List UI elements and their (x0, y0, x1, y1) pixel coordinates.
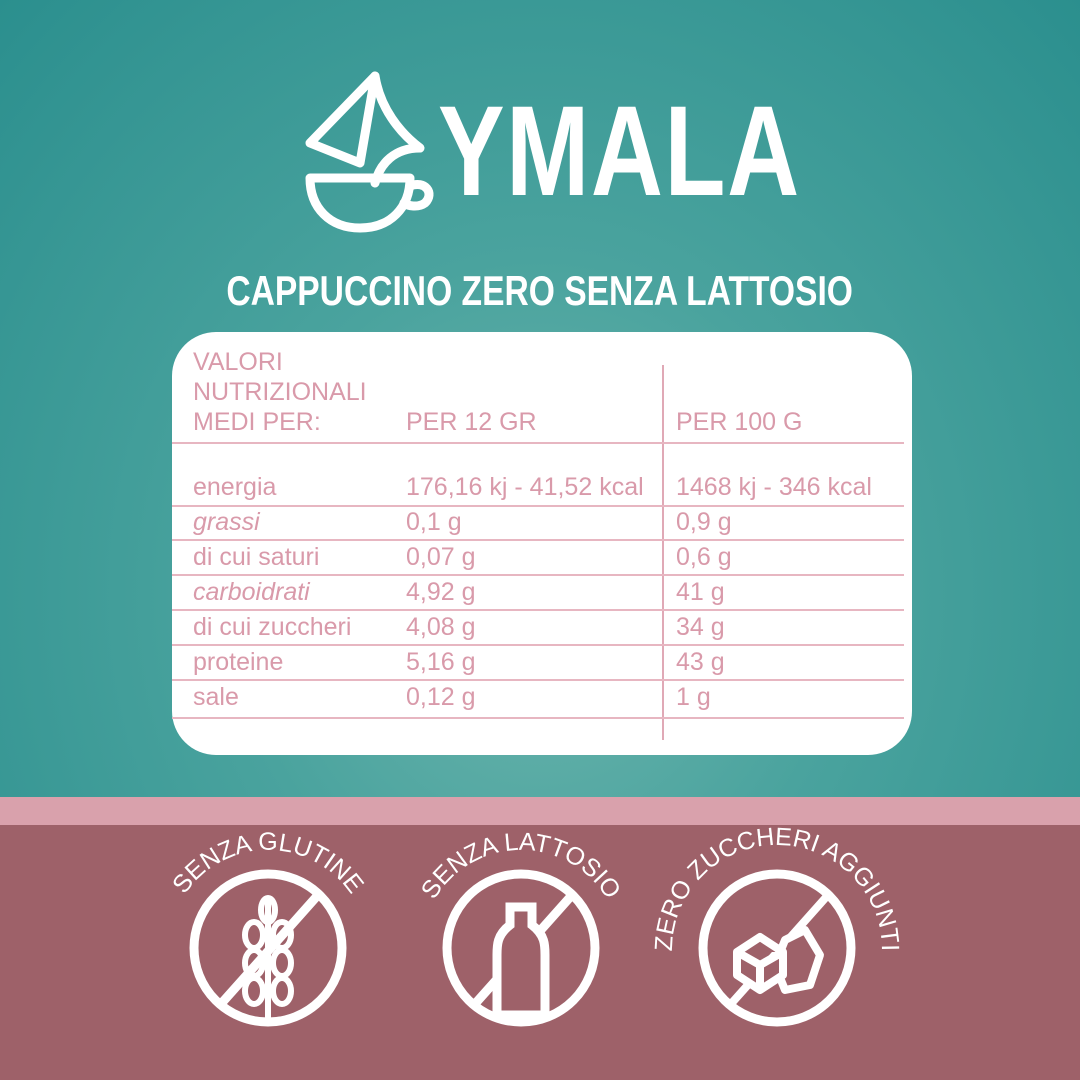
row-name: energia (193, 473, 277, 501)
header-label-line: NUTRIZIONALI (193, 378, 367, 406)
product-title: CAPPUCCINO ZERO SENZA LATTOSIO (0, 268, 1080, 314)
row-divider (172, 644, 904, 646)
row-per100: 0,6 g (676, 543, 732, 571)
row-divider (172, 717, 904, 719)
nutrition-table: VALORI NUTRIZIONALI MEDI PER: PER 12 GR … (172, 332, 912, 755)
row-per100: 1468 kj - 346 kcal (676, 473, 872, 501)
row-per100: 43 g (676, 648, 725, 676)
row-divider (172, 539, 904, 541)
badge-senza-lattosio: SENZA LATTOSIO (416, 828, 627, 1027)
header-per12: PER 12 GR (406, 408, 537, 436)
row-per100: 41 g (676, 578, 725, 606)
sugar-cubes-crossed-icon (698, 869, 856, 1027)
header-label-line: VALORI (193, 348, 283, 376)
row-per12: 5,16 g (406, 648, 476, 676)
row-per100: 34 g (676, 613, 725, 641)
badge-label: SENZA GLUTINE (167, 828, 369, 899)
bottle-crossed-icon (442, 869, 600, 1027)
row-name: sale (193, 683, 239, 711)
row-per12: 176,16 kj - 41,52 kcal (406, 473, 644, 501)
row-name: proteine (193, 648, 284, 676)
drop-cup-icon (305, 71, 434, 233)
badge-senza-glutine: SENZA GLUTINE (167, 828, 369, 1027)
badge-label: ZERO ZUCCHERI AGGIUNTI (650, 825, 904, 952)
row-divider (172, 679, 904, 681)
row-per12: 0,12 g (406, 683, 476, 711)
row-name: grassi (193, 508, 260, 536)
row-divider (172, 505, 904, 507)
row-per100: 0,9 g (676, 508, 732, 536)
row-divider (172, 574, 904, 576)
header-per100: PER 100 G (676, 408, 803, 436)
row-divider (172, 442, 904, 444)
row-name: di cui zuccheri (193, 613, 352, 641)
row-per12: 4,92 g (406, 578, 476, 606)
product-title-text: CAPPUCCINO ZERO SENZA LATTOSIO (226, 267, 854, 314)
column-divider (662, 365, 664, 740)
row-per12: 0,1 g (406, 508, 462, 536)
row-per12: 4,08 g (406, 613, 476, 641)
row-name: di cui saturi (193, 543, 320, 571)
row-per12: 0,07 g (406, 543, 476, 571)
pink-stripe (0, 797, 1080, 825)
row-divider (172, 609, 904, 611)
wheat-crossed-icon (189, 869, 347, 1027)
badge-zero-zuccheri: ZERO ZUCCHERI AGGIUNTI (650, 825, 904, 1027)
row-name: carboidrati (193, 578, 310, 606)
row-per100: 1 g (676, 683, 711, 711)
brand-name: YMALA (438, 80, 801, 223)
badge-label: SENZA LATTOSIO (416, 828, 627, 904)
header-label-line: MEDI PER: (193, 408, 321, 436)
feature-badges: SENZA GLUTINE SENZA LATTOSIO ZERO ZUCCHE… (167, 825, 904, 1027)
